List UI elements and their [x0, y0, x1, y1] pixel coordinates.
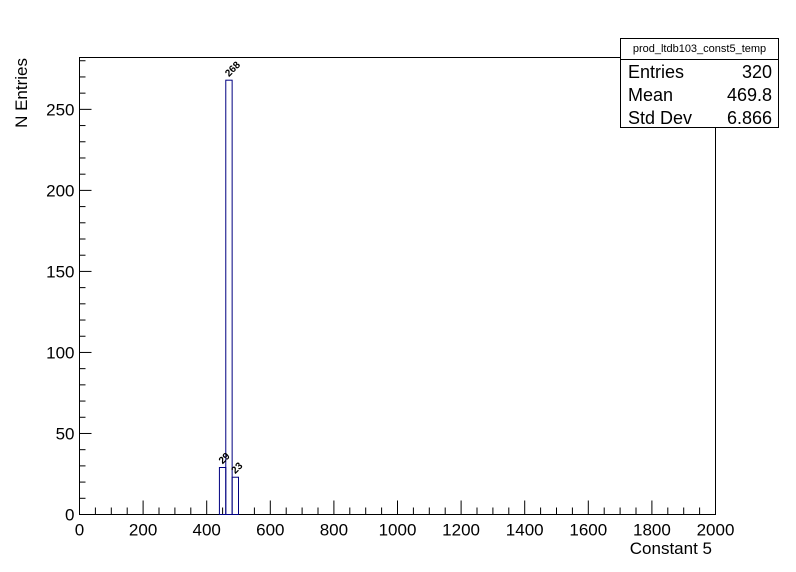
stats-row-mean: Mean 469.8 [621, 83, 778, 106]
y-tick-label: 100 [46, 343, 74, 362]
x-tick-label: 1200 [442, 521, 480, 540]
stats-row-entries: Entries 320 [621, 60, 778, 83]
y-tick-label: 50 [56, 424, 75, 443]
x-tick-label: 200 [129, 521, 157, 540]
stats-mean-value: 469.8 [726, 85, 772, 105]
stats-box: prod_ltdb103_const5_temp Entries 320 Mea… [620, 38, 779, 128]
histogram-bin [218, 467, 227, 515]
x-tick-label: 1600 [569, 521, 607, 540]
stats-stddev-value: 6.866 [726, 108, 772, 128]
bin-value-label: 268 [223, 59, 243, 79]
x-tick-label: 600 [256, 521, 284, 540]
x-tick-label: 1800 [633, 521, 671, 540]
histogram-bin [225, 79, 233, 515]
stats-stddev-label: Std Dev [628, 108, 693, 128]
x-axis: 0 200 400 600 800 1000 1200 1400 1600 1800 2000 [75, 500, 735, 540]
x-tick-label: 800 [320, 521, 348, 540]
stats-entries-value: 320 [741, 62, 772, 82]
y-tick-label: 0 [65, 506, 74, 525]
x-tick-label: 2000 [697, 521, 735, 540]
x-tick-label: 0 [75, 521, 84, 540]
stats-entries-label: Entries [628, 62, 685, 82]
histogram-bin [231, 476, 239, 516]
y-tick-label: 150 [46, 262, 74, 281]
y-tick-label: 200 [46, 181, 74, 200]
x-tick-label: 1400 [506, 521, 544, 540]
y-axis-title: N Entries [12, 58, 31, 128]
stats-row-stddev: Std Dev 6.866 [621, 106, 778, 129]
x-tick-label: 1000 [379, 521, 417, 540]
stats-mean-label: Mean [628, 85, 674, 105]
stats-title: prod_ltdb103_const5_temp [621, 39, 778, 60]
y-axis: 0 50 100 150 200 250 [46, 60, 92, 525]
y-tick-label: 250 [46, 100, 74, 119]
x-axis-title: Constant 5 [630, 539, 712, 558]
bin-value-label: 29 [217, 451, 233, 467]
histogram-bars [218, 79, 239, 516]
x-tick-label: 400 [193, 521, 221, 540]
